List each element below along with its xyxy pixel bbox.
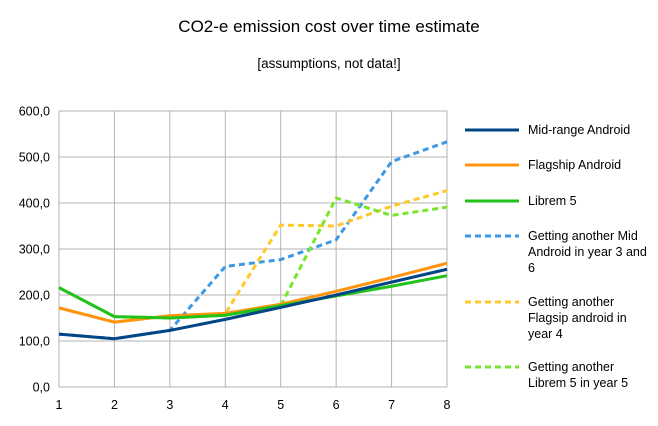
x-tick-label: 2 bbox=[111, 398, 118, 412]
legend-swatch bbox=[465, 163, 519, 167]
legend-label: Getting another Librem 5 in year 5 bbox=[528, 360, 629, 390]
legend-swatch bbox=[465, 234, 519, 238]
series-line-3 bbox=[58, 274, 448, 320]
legend-swatch bbox=[465, 128, 519, 132]
x-tick-label: 7 bbox=[388, 398, 395, 412]
legend-swatch bbox=[465, 365, 519, 369]
y-tick-label: 500,0 bbox=[19, 151, 50, 165]
y-tick-label: 0,0 bbox=[33, 381, 50, 395]
chart-subtitle: [assumptions, not data!] bbox=[257, 56, 401, 71]
x-tick-label: 3 bbox=[166, 398, 173, 412]
x-tick-label: 1 bbox=[56, 398, 63, 412]
series-lines bbox=[58, 140, 448, 341]
y-tick-label: 300,0 bbox=[19, 243, 50, 257]
series-line-2 bbox=[58, 261, 448, 324]
legend-label: Getting another Flagsip android in year … bbox=[528, 295, 627, 341]
y-axis-ticks: 0,0 100,0 200,0 300,0 400,0 500,0 600,0 bbox=[19, 105, 50, 395]
y-tick-label: 100,0 bbox=[19, 335, 50, 349]
x-tick-label: 5 bbox=[277, 398, 284, 412]
legend-swatch bbox=[465, 300, 519, 304]
legend-label: Flagship Android bbox=[528, 158, 622, 172]
x-axis-ticks: 1 2 3 4 5 6 7 8 bbox=[56, 398, 451, 412]
y-tick-label: 200,0 bbox=[19, 289, 50, 303]
gridlines bbox=[58, 110, 448, 388]
legend-label: Librem 5 bbox=[528, 194, 577, 208]
series-line-1 bbox=[58, 267, 448, 341]
y-tick-label: 400,0 bbox=[19, 197, 50, 211]
legend-label: Mid-range Android bbox=[528, 123, 631, 137]
x-tick-label: 8 bbox=[444, 398, 451, 412]
y-tick-label: 600,0 bbox=[19, 105, 50, 119]
series-line-6 bbox=[58, 196, 448, 320]
series-line-5 bbox=[58, 189, 448, 324]
legend-label: Getting another Mid Android in year 3 an… bbox=[528, 229, 647, 275]
x-tick-label: 6 bbox=[333, 398, 340, 412]
legend-swatch bbox=[465, 199, 519, 203]
chart-title: CO2-e emission cost over time estimate bbox=[178, 17, 480, 36]
x-tick-label: 4 bbox=[222, 398, 229, 412]
